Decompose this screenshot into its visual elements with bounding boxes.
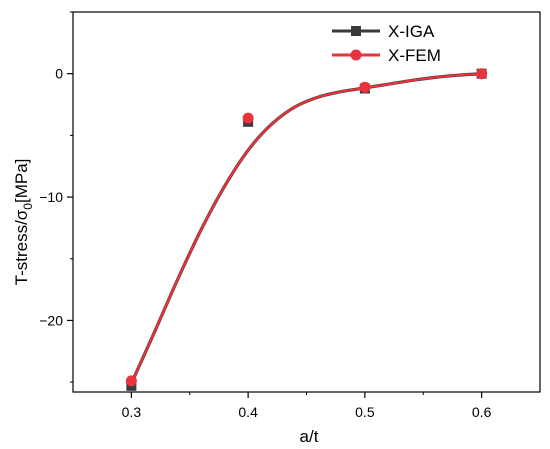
legend: X-IGA X-FEM <box>332 22 441 65</box>
y-axis-title-subscript: 0 <box>21 203 35 210</box>
legend-x-fem-label: X-FEM <box>388 46 441 65</box>
x-fem-marker <box>125 375 137 387</box>
x-tick-label: 0.6 <box>472 404 492 420</box>
y-axis-title-sigma: σ <box>12 209 31 220</box>
y-axis-title-prefix: T-stress/ <box>12 220 31 285</box>
legend-x-fem-circle-icon <box>350 49 362 61</box>
x-fem-marker <box>476 68 488 80</box>
x-tick-label: 0.3 <box>122 404 142 420</box>
x-axis-title: a/t <box>300 427 319 446</box>
x-fem-curve <box>130 72 482 384</box>
y-axis-title: T-stress/σ0[MPa] <box>12 159 35 286</box>
y-tick-label: −10 <box>39 189 63 205</box>
legend-x-iga-square-icon <box>351 26 361 36</box>
x-tick-label: 0.5 <box>355 404 375 420</box>
legend-x-iga-label: X-IGA <box>388 22 435 41</box>
y-tick-label: −20 <box>39 312 63 328</box>
series-curves <box>129 72 482 385</box>
y-axis-title-suffix: [MPa] <box>12 159 31 203</box>
x-iga-curve <box>129 72 482 385</box>
plot-frame <box>72 11 541 393</box>
axes: 0.3 0.4 0.5 0.6 −20 −10 0 <box>39 11 541 420</box>
y-tick-label: 0 <box>55 66 63 82</box>
x-fem-marker <box>359 81 371 93</box>
x-fem-marker <box>242 112 254 124</box>
series-markers <box>125 68 488 391</box>
x-tick-label: 0.4 <box>238 404 258 420</box>
